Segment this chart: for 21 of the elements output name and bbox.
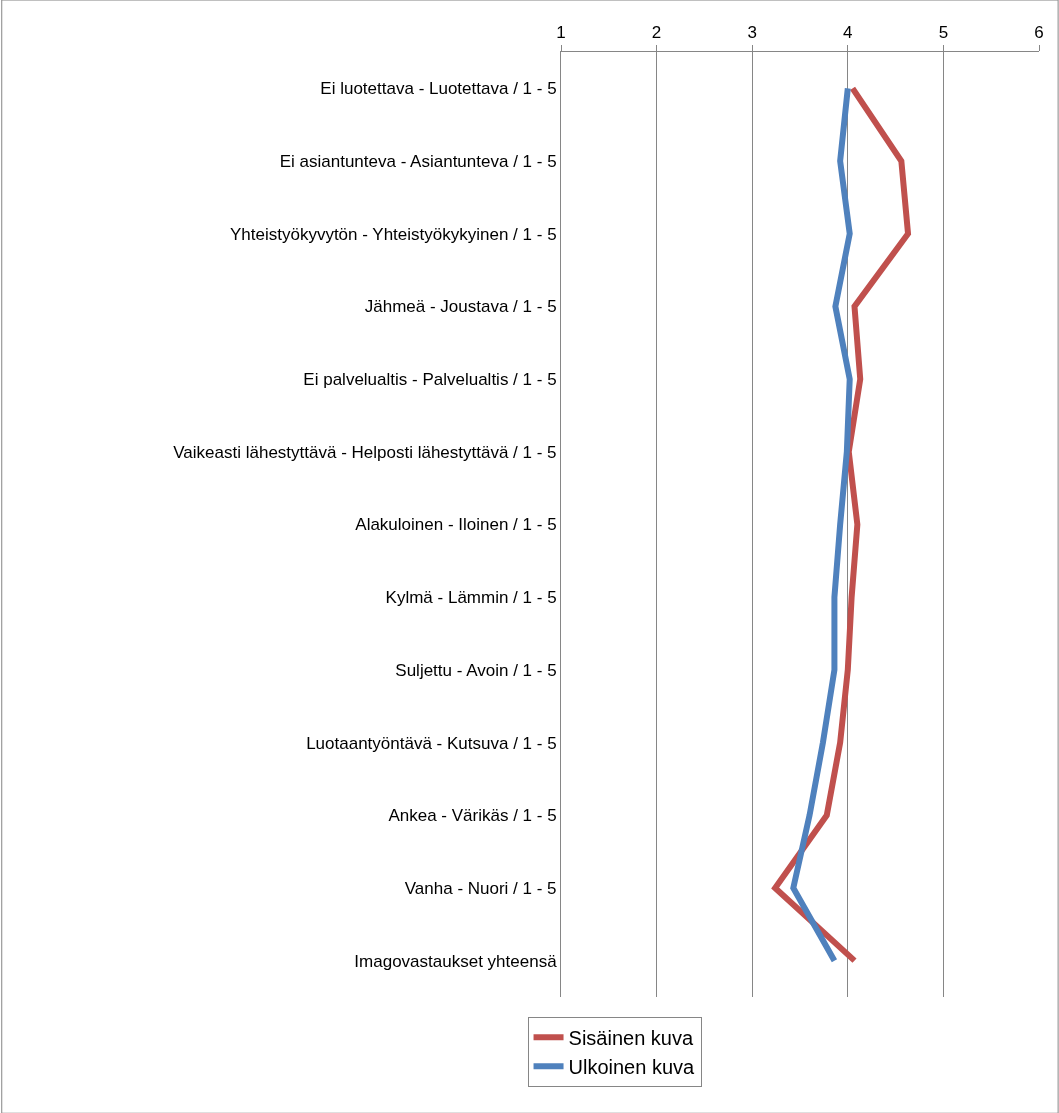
y-tick-label: Ei asiantunteva - Asiantunteva / 1 - 5 (279, 151, 557, 171)
y-tick-label: Imagovastaukset yhteensä (354, 951, 558, 971)
y-tick-label: Ei luotettava - Luotettava / 1 - 5 (320, 79, 557, 99)
x-tick-label: 2 (651, 23, 662, 43)
x-tick-label: 6 (1034, 23, 1044, 43)
legend-label: Sisäinen kuva (568, 1027, 694, 1050)
x-tick-label: 4 (843, 23, 853, 43)
y-tick-label: Vanha - Nuori / 1 - 5 (404, 878, 557, 898)
y-tick-label: Ankea - Värikäs / 1 - 5 (388, 806, 557, 826)
y-tick-label: Alakuloinen - Iloinen / 1 - 5 (355, 515, 557, 535)
x-tick-label: 3 (747, 23, 757, 43)
x-tick-label: 5 (938, 23, 949, 43)
x-tick-label: 1 (556, 23, 566, 43)
y-tick-label: Ei palvelualtis - Palvelualtis / 1 - 5 (303, 370, 557, 390)
y-tick-label: Luotaantyöntävä - Kutsuva / 1 - 5 (306, 733, 557, 753)
y-tick-label: Yhteistyökyvytön - Yhteistyökykyinen / 1 - 5 (229, 224, 557, 244)
y-tick-label: Jähmeä - Joustava / 1 - 5 (364, 297, 557, 317)
y-tick-label: Kylmä - Lämmin / 1 - 5 (385, 588, 557, 608)
y-tick-label: Suljettu - Avoin / 1 - 5 (395, 660, 557, 680)
y-tick-label: Vaikeasti lähestyttävä - Helposti lähestyttävä / 1 - 5 (173, 442, 557, 462)
legend-label: Ulkoinen kuva (568, 1056, 696, 1079)
